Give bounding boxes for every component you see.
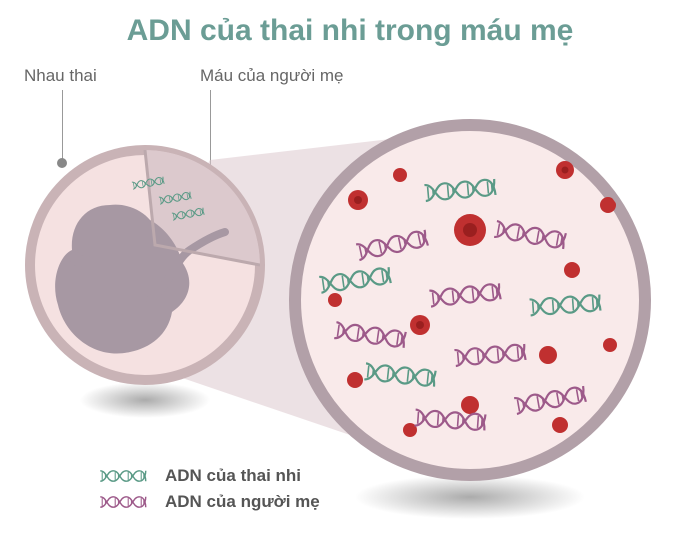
legend-mother-dna-icon [95, 492, 151, 512]
legend-row-fetal: ADN của thai nhi [95, 466, 320, 486]
legend-row-mother: ADN của người mẹ [95, 492, 320, 512]
legend-mother-label: ADN của người mẹ [165, 492, 320, 512]
legend-fetal-dna-icon [95, 466, 151, 486]
legend: ADN của thai nhi ADN của người mẹ [95, 466, 320, 518]
magnify-shadow [355, 475, 585, 519]
womb-shadow [80, 382, 210, 418]
legend-fetal-label: ADN của thai nhi [165, 466, 301, 486]
diagram-scene [0, 0, 700, 544]
